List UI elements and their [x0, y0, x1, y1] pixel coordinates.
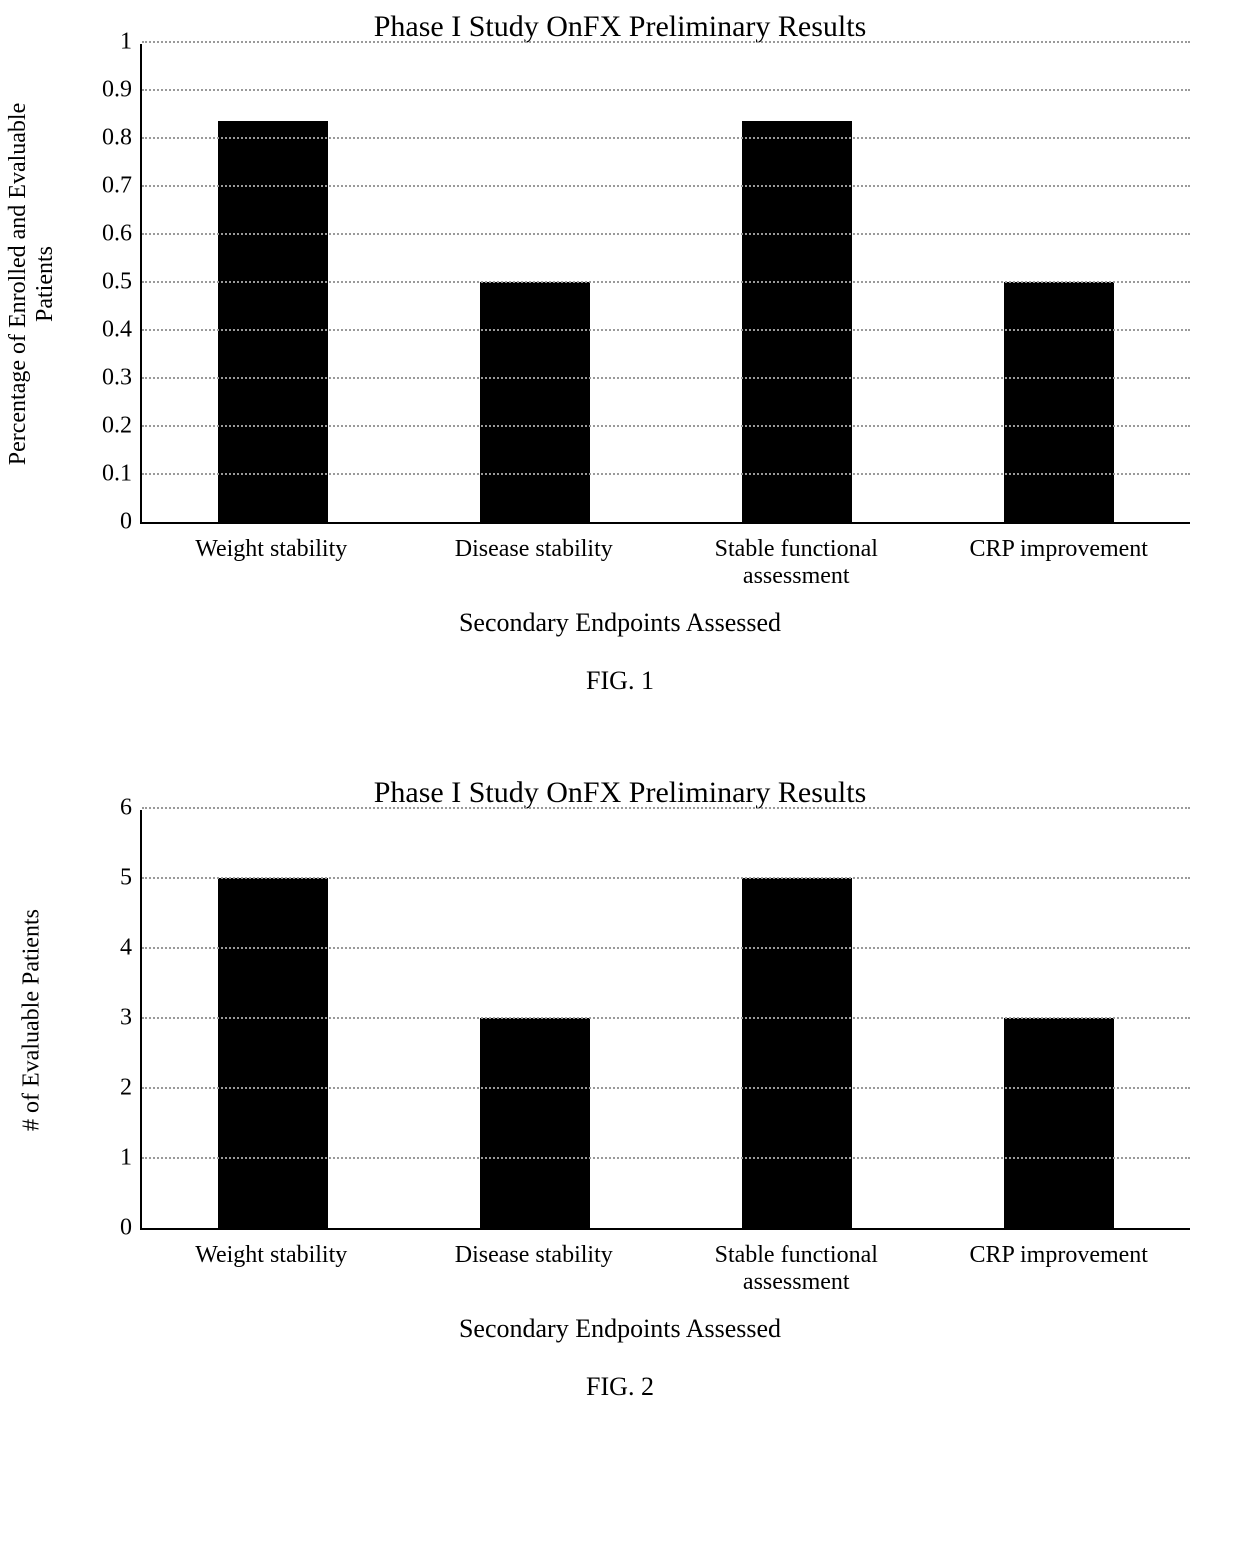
y-tick-label: 0.8 [102, 125, 142, 152]
y-tick-label: 1 [120, 29, 142, 56]
y-axis-label: Percentage of Enrolled and Evaluable Pat… [5, 103, 59, 466]
y-tick-label: 0.9 [102, 77, 142, 104]
y-tick-label: 0.3 [102, 365, 142, 392]
bar-slot [142, 44, 404, 522]
gridline [142, 377, 1190, 379]
bar-slot [404, 44, 666, 522]
gridline [142, 1157, 1190, 1159]
y-tick-label: 5 [120, 865, 142, 892]
y-tick-label: 1 [120, 1145, 142, 1172]
x-category-label: CRP improvement [928, 1242, 1191, 1296]
y-tick-label: 6 [120, 795, 142, 822]
plot-area: 0123456 [140, 810, 1190, 1230]
y-tick-label: 2 [120, 1075, 142, 1102]
chart-wrap: # of Evaluable Patients 0123456 [20, 810, 1220, 1230]
x-category-label: Disease stability [403, 536, 666, 590]
x-category-label: Stable functional assessment [665, 536, 928, 590]
gridline [142, 473, 1190, 475]
bar [1004, 1018, 1114, 1228]
bar [218, 878, 328, 1228]
bar [742, 121, 852, 522]
figure-caption: FIG. 2 [20, 1372, 1220, 1402]
bars-row [142, 810, 1190, 1228]
bar [480, 282, 590, 522]
bar-slot [928, 810, 1190, 1228]
x-category-label: Weight stability [140, 1242, 403, 1296]
bar [1004, 282, 1114, 522]
gridline [142, 1087, 1190, 1089]
x-axis-title: Secondary Endpoints Assessed [20, 608, 1220, 638]
y-axis-label: # of Evaluable Patients [19, 909, 46, 1131]
x-labels-row: Weight stabilityDisease stabilityStable … [140, 1242, 1190, 1296]
y-tick-label: 0 [120, 509, 142, 536]
plot-area: 00.10.20.30.40.50.60.70.80.91 [140, 44, 1190, 524]
bar [480, 1018, 590, 1228]
y-tick-label: 0.5 [102, 269, 142, 296]
gridline [142, 89, 1190, 91]
gridline [142, 807, 1190, 809]
chart-title: Phase I Study OnFX Preliminary Results [20, 10, 1220, 44]
y-tick-label: 0.6 [102, 221, 142, 248]
x-category-label: CRP improvement [928, 536, 1191, 590]
gridline [142, 947, 1190, 949]
y-tick-label: 4 [120, 935, 142, 962]
bar-slot [666, 44, 928, 522]
x-labels-row: Weight stabilityDisease stabilityStable … [140, 536, 1190, 590]
gridline [142, 425, 1190, 427]
gridline [142, 137, 1190, 139]
bars-row [142, 44, 1190, 522]
figure-2: Phase I Study OnFX Preliminary Results #… [20, 776, 1220, 1402]
bar-slot [666, 810, 928, 1228]
gridline [142, 329, 1190, 331]
chart-title: Phase I Study OnFX Preliminary Results [20, 776, 1220, 810]
figure-1: Phase I Study OnFX Preliminary Results P… [20, 10, 1220, 696]
gridline [142, 233, 1190, 235]
bar [742, 878, 852, 1228]
gridline [142, 877, 1190, 879]
x-category-label: Disease stability [403, 1242, 666, 1296]
y-tick-label: 0.2 [102, 413, 142, 440]
x-category-label: Weight stability [140, 536, 403, 590]
plot-frame: 00.10.20.30.40.50.60.70.80.91 [140, 44, 1190, 524]
plot-frame: 0123456 [140, 810, 1190, 1230]
x-axis-title: Secondary Endpoints Assessed [20, 1314, 1220, 1344]
figure-caption: FIG. 1 [20, 666, 1220, 696]
bar-slot [928, 44, 1190, 522]
y-tick-label: 0.4 [102, 317, 142, 344]
page: Phase I Study OnFX Preliminary Results P… [0, 0, 1240, 1522]
gridline [142, 1017, 1190, 1019]
gridline [142, 41, 1190, 43]
bar-slot [404, 810, 666, 1228]
y-tick-label: 0.7 [102, 173, 142, 200]
x-category-label: Stable functional assessment [665, 1242, 928, 1296]
gridline [142, 185, 1190, 187]
y-tick-label: 0 [120, 1215, 142, 1242]
chart-wrap: Percentage of Enrolled and Evaluable Pat… [20, 44, 1220, 524]
y-tick-label: 3 [120, 1005, 142, 1032]
y-tick-label: 0.1 [102, 461, 142, 488]
bar-slot [142, 810, 404, 1228]
bar [218, 121, 328, 522]
gridline [142, 281, 1190, 283]
